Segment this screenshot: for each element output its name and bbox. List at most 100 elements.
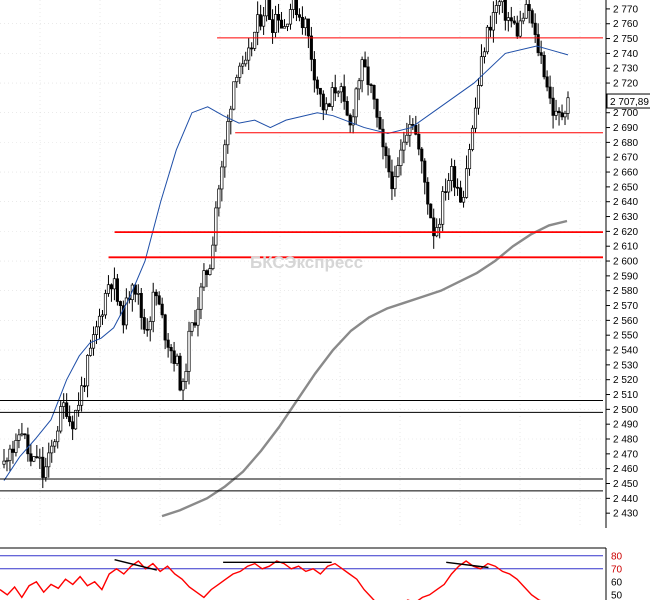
- candle-body: [462, 197, 466, 203]
- candle-body: [178, 355, 182, 391]
- candle-body: [506, 17, 510, 21]
- candle-body: [366, 66, 370, 85]
- candle-body: [220, 166, 224, 190]
- candle-body: [38, 456, 42, 459]
- candle-body: [485, 26, 489, 53]
- candle-body: [306, 18, 310, 37]
- price-tick-label: 2 580: [613, 286, 638, 297]
- candle-body: [223, 144, 227, 168]
- candle-body: [551, 97, 555, 116]
- candle-body: [181, 381, 185, 391]
- candle-body: [169, 347, 173, 352]
- candle-body: [217, 188, 221, 209]
- price-tick-label: 2 500: [613, 405, 638, 416]
- candle-body: [524, 4, 528, 19]
- candle-body: [518, 20, 522, 37]
- price-tick-label: 2 760: [613, 19, 638, 30]
- current-price-box: [606, 93, 650, 109]
- candle-body: [23, 433, 27, 436]
- candle-body: [375, 98, 379, 118]
- candle-body: [360, 59, 364, 82]
- candle-body: [450, 166, 454, 181]
- candle-body: [557, 110, 561, 114]
- candle-body: [497, 1, 501, 6]
- candle-body: [476, 85, 481, 109]
- candle-body: [527, 4, 531, 11]
- candle-body: [336, 91, 340, 94]
- candle-body: [74, 409, 78, 430]
- candle-body: [482, 51, 486, 57]
- candle-body: [339, 86, 343, 93]
- candle-body: [494, 5, 498, 13]
- price-tick-label: 2 520: [613, 375, 638, 386]
- price-axis: 2 430 2 440 2 450 2 460 2 470 2 480 2 490 2 500…: [605, 0, 650, 528]
- candle-body: [354, 88, 358, 118]
- candle-body: [303, 18, 307, 29]
- candle-body: [500, 0, 504, 3]
- moving-average-short: [3, 45, 569, 481]
- oscillator-axis: 80 70 60 50: [605, 548, 623, 600]
- candle-body: [390, 171, 394, 190]
- price-tick-label: 2 730: [613, 64, 638, 75]
- candle-body: [333, 87, 337, 94]
- oscillator-tick-label: 50: [611, 590, 623, 600]
- candle-body: [94, 326, 99, 335]
- oscillator-tick-label: 80: [611, 551, 623, 562]
- candle-body: [71, 421, 75, 430]
- candle-body: [190, 322, 194, 332]
- candle-body: [193, 322, 197, 326]
- candle-body: [464, 168, 469, 198]
- candle-body: [381, 128, 385, 148]
- candle-body: [488, 26, 492, 31]
- candle-body: [342, 86, 346, 102]
- candle-body: [50, 445, 54, 454]
- candle-body: [241, 63, 245, 67]
- price-tick-label: 2 600: [613, 257, 638, 268]
- candle-body: [262, 15, 266, 27]
- candle-body: [530, 10, 534, 24]
- price-tick-label: 2 530: [613, 360, 638, 371]
- candle-body: [235, 77, 239, 83]
- candle-body: [157, 295, 161, 305]
- price-tick-label: 2 450: [613, 479, 638, 490]
- candle-body: [467, 149, 472, 170]
- price-tick-label: 2 690: [613, 123, 638, 134]
- candle-body: [238, 65, 242, 78]
- candle-body: [253, 31, 257, 49]
- candle-body: [402, 141, 406, 151]
- candle-body: [100, 314, 105, 317]
- candle-body: [536, 34, 540, 53]
- candle-body: [291, 0, 296, 10]
- candle-body: [232, 81, 236, 110]
- candle-body: [106, 284, 110, 294]
- price-panel: [0, 0, 603, 528]
- candle-body: [202, 270, 206, 288]
- candle-body: [453, 166, 457, 188]
- candle-body: [32, 456, 36, 462]
- candle-body: [426, 181, 430, 205]
- candle-body: [160, 303, 164, 316]
- candle-body: [68, 416, 72, 423]
- price-tick-label: 2 430: [613, 509, 638, 520]
- candle-body: [199, 286, 203, 310]
- candle-body: [268, 0, 272, 20]
- candle-body: [470, 127, 475, 150]
- candle-body: [136, 293, 140, 295]
- oscillator-panel: [0, 547, 606, 600]
- candle-body: [300, 16, 304, 29]
- candle-body: [29, 453, 33, 462]
- oscillator-tick-label: 70: [611, 564, 623, 575]
- candle-body: [509, 17, 513, 22]
- candle-body: [554, 110, 558, 116]
- candle-body: [309, 35, 313, 60]
- candle-body: [88, 347, 93, 356]
- candle-body: [393, 176, 397, 190]
- divergence-line: [114, 559, 157, 571]
- price-tick-label: 2 630: [613, 212, 638, 223]
- candle-body: [172, 350, 176, 364]
- candle-body: [539, 52, 543, 56]
- candle-body: [297, 14, 301, 18]
- candle-body: [330, 87, 334, 107]
- divergence-line: [446, 561, 489, 569]
